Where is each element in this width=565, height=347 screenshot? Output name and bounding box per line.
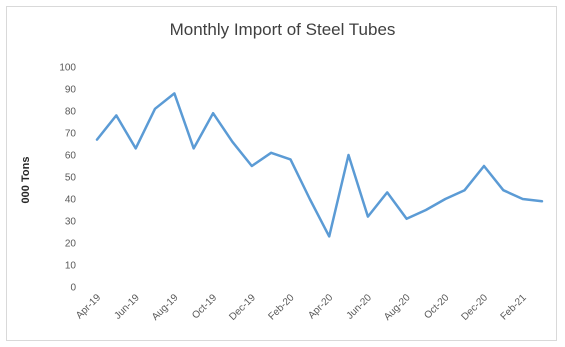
data-point [135, 147, 137, 149]
data-point [522, 198, 524, 200]
y-tick-label: 30 [65, 217, 77, 228]
series-line [95, 92, 544, 238]
y-axis-ticks: 0 10 20 30 40 50 60 70 80 90 100 [59, 63, 76, 294]
data-point [173, 92, 175, 94]
x-tick-label: Dec-20 [459, 292, 490, 323]
data-point [270, 152, 272, 154]
data-point [212, 112, 214, 114]
data-point [289, 158, 291, 160]
y-tick-label: 0 [70, 283, 76, 294]
data-point [502, 189, 504, 191]
data-point [154, 108, 156, 110]
chart-title: Monthly Import of Steel Tubes [169, 20, 396, 39]
y-tick-label: 70 [65, 129, 77, 140]
data-point [444, 198, 446, 200]
y-tick-label: 10 [65, 261, 77, 272]
data-point [193, 147, 195, 149]
y-tick-label: 40 [65, 195, 77, 206]
data-point [115, 114, 117, 116]
y-tick-label: 20 [65, 239, 77, 250]
x-tick-label: Aug-20 [382, 292, 413, 323]
data-point [328, 235, 330, 237]
x-tick-label: Apr-19 [74, 292, 103, 321]
data-point [483, 165, 485, 167]
x-tick-label: Feb-20 [266, 292, 296, 322]
x-tick-label: Dec-19 [227, 292, 258, 323]
x-tick-label: Aug-19 [150, 292, 181, 323]
data-point [348, 154, 350, 156]
chart-frame [6, 6, 557, 341]
data-point [425, 209, 427, 211]
data-point [309, 198, 311, 200]
x-tick-label: Feb-21 [499, 292, 529, 322]
x-axis-ticks: Apr-19 Jun-19 Aug-19 Oct-19 Dec-19 Feb-20 Apr-… [74, 292, 529, 323]
data-point [367, 216, 369, 218]
x-tick-label: Oct-19 [190, 292, 219, 321]
data-point [251, 165, 253, 167]
y-tick-label: 100 [59, 63, 76, 74]
data-point [464, 189, 466, 191]
y-tick-label: 50 [65, 173, 77, 184]
series-layer [95, 92, 544, 238]
y-tick-label: 80 [65, 107, 77, 118]
data-point [406, 218, 408, 220]
y-tick-label: 90 [65, 85, 77, 96]
data-point [231, 141, 233, 143]
x-tick-label: Oct-20 [422, 292, 451, 321]
x-tick-label: Jun-20 [345, 292, 375, 322]
data-point [386, 191, 388, 193]
data-point [96, 139, 98, 141]
data-point [541, 200, 543, 202]
x-tick-label: Apr-20 [306, 292, 335, 321]
y-tick-label: 60 [65, 151, 77, 162]
x-tick-label: Jun-19 [112, 292, 142, 322]
